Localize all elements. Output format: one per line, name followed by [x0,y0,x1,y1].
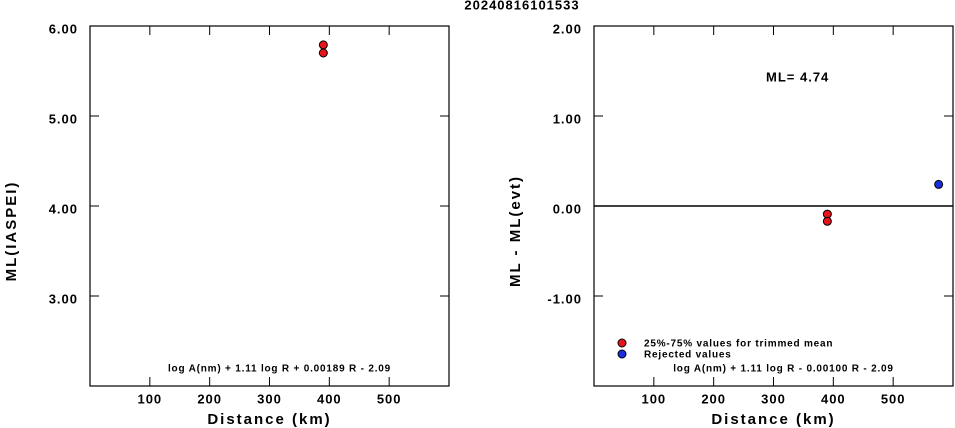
data-point [318,48,328,58]
chart-title: 20240816101533 [464,0,579,12]
y-tick-label: -1.00 [547,291,582,306]
plot-frame [89,25,450,387]
legend-label: 25%-75% values for trimmed mean [644,339,833,350]
data-point [318,40,328,50]
legend-label: Rejected values [644,350,732,361]
x-tick-label: 200 [197,391,222,406]
x-tick-label: 500 [881,391,906,406]
x-axis-label: Distance (km) [711,411,835,428]
x-tick-label: 300 [761,391,786,406]
annotation: ML= 4.74 [766,69,829,84]
y-tick-label: 1.00 [553,111,582,126]
legend-marker [617,338,627,348]
data-point [934,179,944,189]
y-tick-label: 3.00 [49,291,78,306]
x-tick-label: 100 [641,391,666,406]
x-tick-label: 100 [137,391,162,406]
x-tick-label: 400 [821,391,846,406]
x-tick-label: 400 [317,391,342,406]
x-axis-label: Distance (km) [207,411,331,428]
formula: log A(nm) + 1.11 log R + 0.00189 R - 2.0… [168,364,391,375]
x-tick-label: 300 [257,391,282,406]
legend-marker [617,349,627,359]
y-axis-label: ML - ML(evt) [507,175,524,287]
data-point [822,216,832,226]
y-tick-label: 4.00 [49,201,78,216]
y-tick-label: 2.00 [553,21,582,36]
y-tick-label: 5.00 [49,111,78,126]
x-tick-label: 500 [377,391,402,406]
y-axis-label: ML(IASPEI) [3,181,20,282]
formula: log A(nm) + 1.11 log R - 0.00100 R - 2.0… [673,364,894,375]
y-tick-label: 0.00 [553,201,582,216]
y-tick-label: 6.00 [49,21,78,36]
x-tick-label: 200 [701,391,726,406]
